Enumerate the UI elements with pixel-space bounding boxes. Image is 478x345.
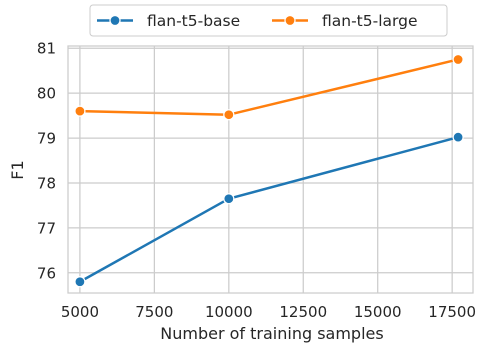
legend: flan-t5-base flan-t5-large (89, 4, 448, 37)
data-point-flan-t5-large (74, 105, 86, 117)
y-axis-label: F1 (8, 160, 27, 179)
legend-label-flan-t5-large: flan-t5-large (322, 12, 418, 30)
data-point-flan-t5-base (452, 131, 464, 143)
y-tick-label: 76 (37, 264, 56, 282)
x-tick-label: 10000 (205, 303, 253, 321)
y-tick-label: 77 (37, 219, 56, 237)
x-tick-label: 12500 (279, 303, 327, 321)
x-axis-label: Number of training samples (160, 324, 383, 343)
legend-label-flan-t5-base: flan-t5-base (147, 12, 240, 30)
legend-marker-flan-t5-large (284, 14, 296, 27)
data-point-flan-t5-large (452, 53, 464, 66)
plot-area (67, 45, 474, 294)
y-tick-label: 80 (37, 85, 56, 103)
y-tick-label: 79 (37, 130, 56, 148)
y-tick-label: 78 (37, 174, 56, 192)
legend-box (89, 4, 448, 37)
series-layer (74, 53, 464, 288)
data-point-flan-t5-base (223, 193, 235, 205)
data-point-flan-t5-base (74, 276, 86, 288)
x-tick-label: 7500 (135, 303, 173, 321)
legend-marker-flan-t5-base (109, 14, 121, 27)
x-tick-labels: 5000 7500 10000 12500 15000 17500 (61, 303, 476, 321)
x-tick-label: 15000 (354, 303, 402, 321)
grid-lines (68, 46, 473, 293)
y-tick-labels: 76 77 78 79 80 81 (37, 40, 56, 283)
x-tick-label: 17500 (428, 303, 476, 321)
y-tick-label: 81 (37, 40, 56, 58)
x-tick-label: 5000 (61, 303, 99, 321)
data-point-flan-t5-large (223, 109, 235, 121)
legend-entries: flan-t5-base flan-t5-large (97, 12, 418, 30)
